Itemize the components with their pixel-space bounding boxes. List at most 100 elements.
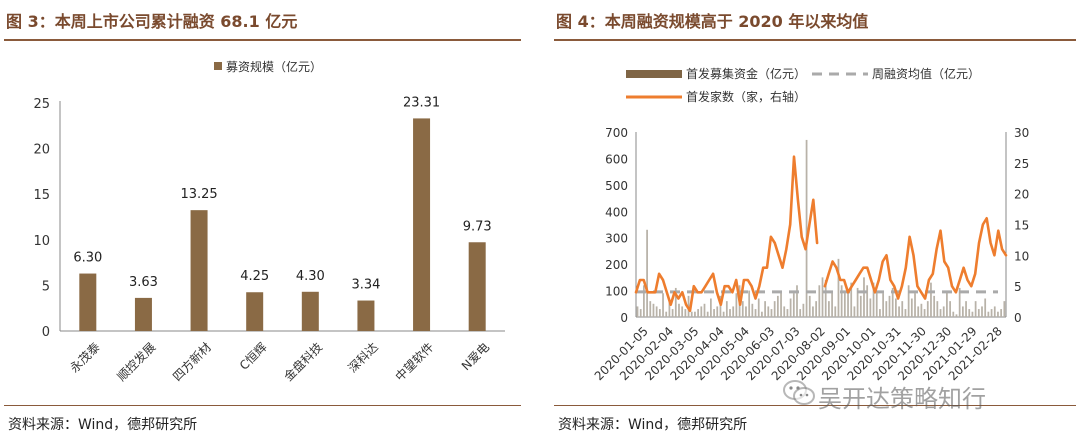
y-right-tick-label: 10 bbox=[1014, 249, 1029, 263]
bar bbox=[729, 309, 731, 317]
data-label: 13.25 bbox=[180, 187, 217, 202]
chart-panel-right: 图 4：本周融资规模高于 2020 年以来均值 首发募集资金（亿元） 周融资均值（… bbox=[550, 0, 1080, 442]
bar bbox=[971, 311, 974, 317]
data-label: 9.73 bbox=[463, 219, 492, 234]
bar bbox=[665, 311, 668, 317]
y-left-tick-label: 0 bbox=[620, 311, 628, 325]
bar bbox=[901, 301, 904, 317]
bar bbox=[850, 282, 853, 317]
y-left-tick-label: 700 bbox=[605, 126, 628, 140]
bar bbox=[961, 306, 964, 317]
y-left-tick-label: 100 bbox=[605, 285, 628, 299]
x-tick-label: N爱电 bbox=[459, 340, 492, 373]
bar bbox=[246, 292, 264, 331]
bar bbox=[713, 309, 715, 317]
bar bbox=[828, 301, 830, 317]
y-right-tick-label: 25 bbox=[1014, 157, 1029, 171]
source-rule bbox=[554, 405, 1076, 406]
bar bbox=[821, 277, 824, 317]
data-label: 4.25 bbox=[240, 269, 269, 284]
bar bbox=[671, 309, 674, 317]
bar bbox=[824, 280, 827, 317]
x-tick-label: 金盘科技 bbox=[281, 339, 326, 384]
bar bbox=[907, 285, 910, 317]
y-left-tick-label: 600 bbox=[605, 152, 628, 166]
bar bbox=[413, 118, 431, 331]
legend-label: 周融资均值（亿元） bbox=[872, 66, 980, 81]
bar bbox=[831, 290, 833, 317]
bar bbox=[977, 309, 980, 317]
bar bbox=[684, 309, 687, 317]
x-tick-label: 中望软件 bbox=[392, 339, 437, 384]
bar bbox=[697, 309, 699, 317]
bar bbox=[662, 293, 664, 317]
x-tick-label: 四方新材 bbox=[169, 339, 214, 384]
data-label: 23.31 bbox=[403, 95, 440, 110]
source-rule bbox=[4, 405, 521, 406]
bar bbox=[357, 300, 375, 331]
y-tick-label: 25 bbox=[33, 97, 50, 112]
bar bbox=[79, 273, 97, 331]
bar bbox=[872, 282, 875, 317]
bar bbox=[843, 293, 846, 317]
bar bbox=[955, 314, 958, 317]
bar bbox=[993, 306, 996, 317]
bar bbox=[649, 301, 652, 317]
y-left-tick-label: 400 bbox=[605, 205, 628, 219]
series-line bbox=[634, 155, 819, 313]
bar bbox=[722, 311, 725, 317]
source-note: 资料来源：Wind，德邦研究所 bbox=[8, 417, 198, 433]
bar bbox=[891, 287, 894, 317]
bar bbox=[863, 277, 865, 317]
bar bbox=[190, 210, 208, 331]
bar bbox=[767, 306, 770, 317]
y-right-tick-label: 0 bbox=[1014, 311, 1022, 325]
bar bbox=[792, 293, 795, 317]
bar bbox=[786, 309, 789, 317]
legend-label: 募资规模（亿元） bbox=[226, 59, 322, 74]
bar bbox=[1003, 301, 1006, 317]
bar bbox=[904, 309, 907, 317]
bar bbox=[652, 303, 655, 317]
bar bbox=[741, 301, 744, 317]
bar bbox=[658, 309, 661, 317]
bar bbox=[920, 303, 923, 317]
bar bbox=[639, 309, 642, 317]
data-label: 4.30 bbox=[296, 269, 325, 284]
x-tick-label: 永茂泰 bbox=[67, 340, 102, 375]
bar bbox=[703, 303, 706, 317]
bar bbox=[914, 293, 916, 317]
y-tick-label: 5 bbox=[42, 279, 50, 294]
legend-swatch-bars bbox=[626, 70, 682, 78]
chart-title: 图 4：本周融资规模高于 2020 年以来均值 bbox=[556, 12, 869, 31]
chart-panel-left: 图 3：本周上市公司累计融资 68.1 亿元 募资规模（亿元） 0 5 10 15 20 2… bbox=[0, 0, 525, 442]
bar bbox=[815, 301, 818, 317]
bar bbox=[678, 303, 680, 317]
bar bbox=[1000, 309, 1003, 317]
data-label: 6.30 bbox=[73, 251, 102, 266]
source-note: 资料来源：Wind，德邦研究所 bbox=[558, 417, 748, 433]
bar bbox=[882, 293, 884, 317]
bar bbox=[783, 306, 786, 317]
bar bbox=[926, 301, 929, 317]
y-left-tick-label: 500 bbox=[605, 179, 628, 193]
bar bbox=[898, 306, 900, 317]
bar bbox=[965, 301, 967, 317]
bar bbox=[706, 311, 709, 317]
bar bbox=[770, 309, 773, 317]
bar bbox=[725, 301, 728, 317]
bar bbox=[808, 295, 811, 317]
bar bbox=[802, 303, 805, 317]
bar bbox=[805, 139, 808, 317]
bar bbox=[875, 290, 878, 317]
bar bbox=[690, 311, 693, 317]
bar bbox=[757, 298, 760, 317]
bar bbox=[780, 290, 782, 317]
bar bbox=[716, 306, 719, 317]
bar bbox=[789, 298, 792, 317]
series-line bbox=[823, 217, 1008, 300]
data-label: 3.34 bbox=[351, 278, 380, 293]
bar bbox=[895, 298, 897, 317]
combo-chart: 首发募集资金（亿元） 周融资均值（亿元）首发家数（家，右轴）01002003004… bbox=[592, 66, 1030, 383]
y-tick-label: 20 bbox=[33, 143, 50, 158]
